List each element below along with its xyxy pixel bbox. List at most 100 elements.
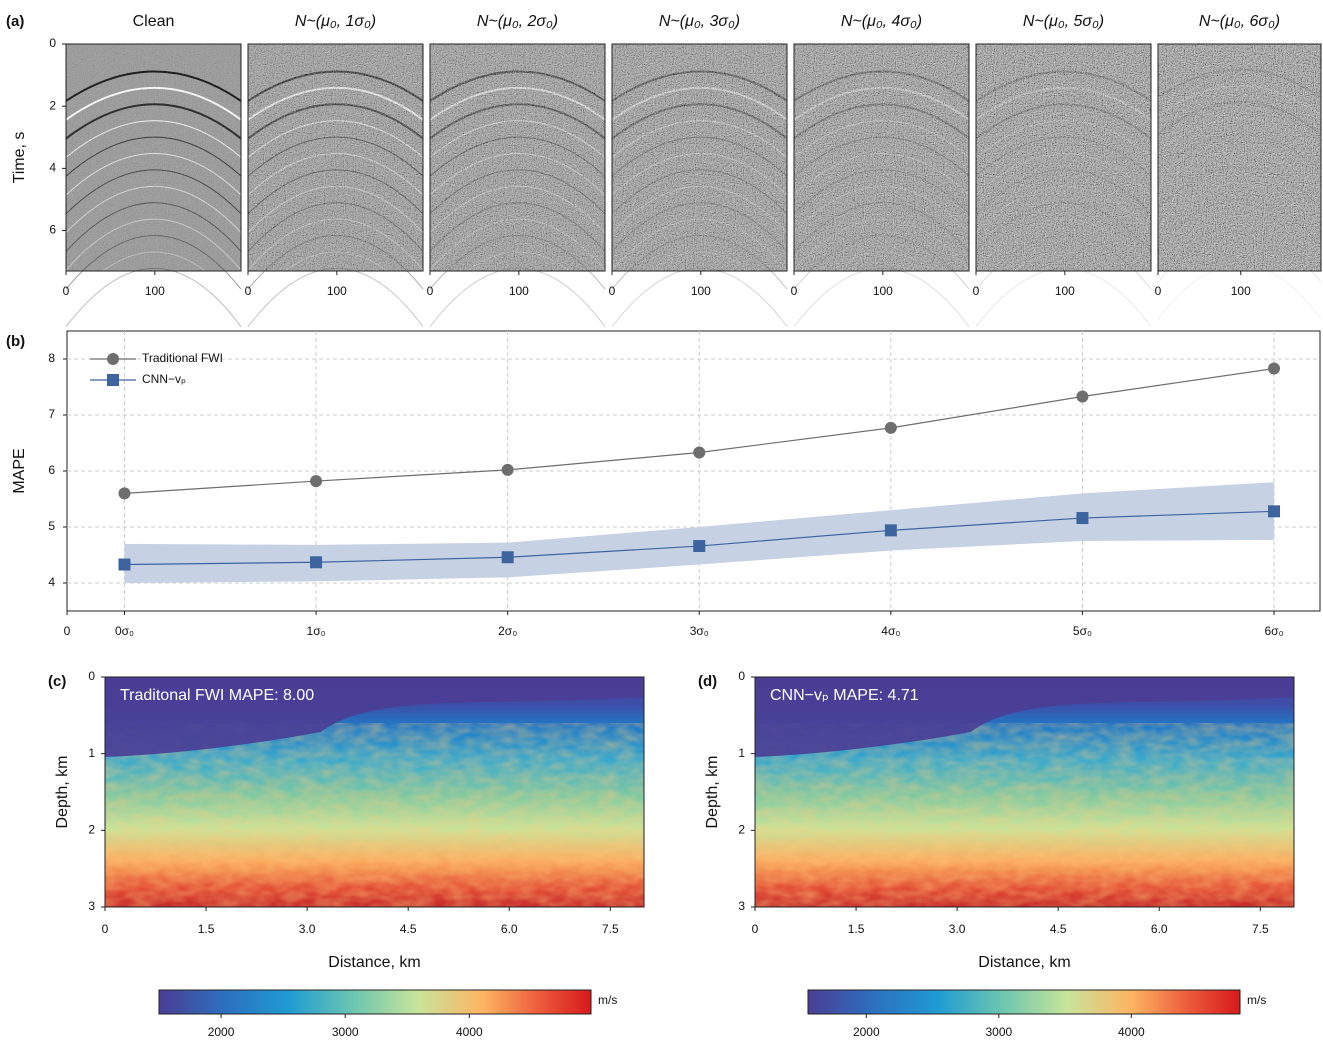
legend-marker: [107, 353, 119, 365]
colorbar: [807, 989, 1241, 1015]
x-tick-label: 0: [791, 284, 798, 298]
colorbar-tick-label: 3000: [985, 1025, 1012, 1039]
x-tick-label: 3σ₀: [690, 624, 709, 638]
x-tick-label: 1σ₀: [307, 624, 326, 638]
marker: [884, 421, 897, 434]
x-axis-label: Distance, km: [328, 954, 420, 971]
seismic-noise: [66, 44, 241, 271]
seismic-event: [65, 284, 242, 346]
seismic-event: [793, 284, 970, 346]
y-tick-label: 3: [88, 899, 95, 913]
marker: [693, 446, 706, 459]
panel-label: (c): [48, 673, 66, 690]
y-tick-label: 6: [48, 463, 55, 477]
seismic-event: [975, 284, 1152, 346]
y-axis-label: MAPE: [11, 448, 28, 493]
y-tick-label: 0: [88, 669, 95, 683]
water-layer: [105, 677, 644, 757]
x-tick-label: 0: [64, 624, 71, 638]
x-tick-label: 100: [509, 284, 529, 298]
seismic-noise: [248, 44, 423, 271]
x-tick-label: 1.5: [198, 922, 215, 936]
marker: [118, 487, 131, 500]
y-tick-label: 6: [49, 223, 56, 237]
water-layer: [755, 677, 1294, 757]
y-tick-label: 4: [49, 161, 56, 175]
x-tick-label: 100: [145, 284, 165, 298]
frame: [429, 43, 606, 272]
frame: [247, 43, 424, 272]
seismic-noise: [1158, 44, 1321, 271]
seismic-event: [429, 284, 606, 346]
seismic-event: [611, 284, 788, 346]
marker: [1268, 362, 1281, 375]
colorbar-tick-label: 4000: [456, 1025, 483, 1039]
annotation: Traditonal FWI MAPE: 8.00: [120, 687, 314, 704]
seismic-noise: [794, 44, 969, 271]
panel-label: (d): [698, 673, 717, 690]
colorbar-tick-label: 4000: [1118, 1025, 1145, 1039]
x-tick-label: 0: [752, 922, 759, 936]
x-tick-label: 4.5: [1050, 922, 1067, 936]
y-tick-label: 7: [48, 407, 55, 421]
marker: [884, 524, 897, 537]
x-tick-label: 4.5: [400, 922, 417, 936]
frame: [611, 43, 788, 272]
x-tick-label: 0: [609, 284, 616, 298]
frame: [754, 676, 1295, 908]
x-tick-label: 2σ₀: [498, 624, 517, 638]
colorbar-tick-label: 2000: [208, 1025, 235, 1039]
x-tick-label: 0: [973, 284, 980, 298]
uncertainty-band: [124, 482, 1275, 583]
panel-title: N~(μ₀, 5σ₀): [1023, 13, 1104, 30]
frame: [1157, 43, 1322, 272]
velocity-texture: [755, 723, 1294, 907]
y-tick-label: 1: [738, 746, 745, 760]
y-axis-label: Time, s: [11, 132, 28, 184]
y-axis-label: Depth, km: [54, 756, 71, 829]
y-tick-label: 0: [738, 669, 745, 683]
marker: [693, 540, 706, 553]
x-tick-label: 0: [427, 284, 434, 298]
x-tick-label: 1.5: [848, 922, 865, 936]
marker: [501, 463, 514, 476]
marker: [1076, 390, 1089, 403]
colorbar: [158, 989, 592, 1015]
x-tick-label: 100: [1055, 284, 1075, 298]
marker: [501, 551, 514, 564]
seismic-noise: [430, 44, 605, 271]
panel-label: (a): [6, 13, 24, 30]
x-tick-label: 0σ₀: [115, 624, 134, 638]
y-tick-label: 2: [88, 823, 95, 837]
x-tick-label: 0: [63, 284, 70, 298]
frame: [104, 676, 645, 908]
x-tick-label: 0: [245, 284, 252, 298]
marker: [1268, 505, 1281, 518]
frame: [65, 43, 242, 272]
x-tick-label: 3.0: [299, 922, 316, 936]
panel-title: N~(μ₀, 3σ₀): [659, 13, 740, 30]
x-tick-label: 5σ₀: [1073, 624, 1092, 638]
x-tick-label: 7.5: [602, 922, 619, 936]
x-tick-label: 100: [873, 284, 893, 298]
velocity-texture: [105, 723, 644, 907]
y-tick-label: 4: [48, 575, 55, 589]
x-tick-label: 7.5: [1252, 922, 1269, 936]
x-axis-label: Distance, km: [978, 954, 1070, 971]
y-tick-label: 5: [48, 519, 55, 533]
colorbar-unit: m/s: [1247, 993, 1266, 1007]
x-tick-label: 0: [1155, 284, 1162, 298]
marker: [118, 558, 131, 571]
marker: [310, 475, 323, 488]
x-tick-label: 100: [1231, 284, 1251, 298]
panel-title: N~(μ₀, 6σ₀): [1199, 13, 1280, 30]
colorbar-unit: m/s: [598, 993, 617, 1007]
y-tick-label: 2: [738, 823, 745, 837]
y-tick-label: 3: [738, 899, 745, 913]
x-tick-label: 6σ₀: [1264, 624, 1283, 638]
panel-title: N~(μ₀, 1σ₀): [295, 13, 376, 30]
x-tick-label: 100: [327, 284, 347, 298]
seismic-event: [247, 284, 424, 346]
x-tick-label: 3.0: [949, 922, 966, 936]
